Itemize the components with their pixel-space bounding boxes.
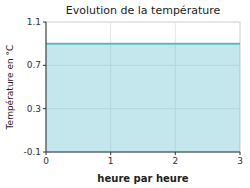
- y-tick: [43, 152, 46, 153]
- x-tick: [175, 152, 176, 155]
- x-tick-label: 1: [108, 156, 114, 166]
- y-tick-label: 1.1: [27, 17, 41, 27]
- y-tick-label: 0.7: [27, 60, 41, 70]
- x-axis: [46, 152, 240, 153]
- x-tick: [240, 152, 241, 155]
- y-tick: [43, 65, 46, 66]
- y-tick: [43, 108, 46, 109]
- x-tick: [110, 152, 111, 155]
- x-tick-label: 0: [43, 156, 49, 166]
- y-axis: [46, 22, 47, 152]
- title: Evolution de la température: [66, 4, 221, 17]
- y-axis-label: Température en °C: [5, 45, 15, 131]
- x-tick-label: 3: [237, 156, 243, 166]
- line: [46, 43, 240, 45]
- y-tick-label: 0.3: [27, 104, 41, 114]
- y-tick-label: -0.1: [23, 147, 41, 157]
- x-tick-label: 2: [172, 156, 178, 166]
- grid-line: [46, 22, 47, 152]
- x-axis-label: heure par heure: [97, 173, 188, 184]
- plot-area: [46, 44, 240, 152]
- chart: 0 1 2 3 -0.1 0.3 0.7 1.1 Evolution de la tempéra…: [0, 0, 250, 188]
- grid-line: [46, 22, 240, 23]
- area: [46, 44, 240, 152]
- y-tick: [43, 22, 46, 23]
- grid-line: [46, 152, 240, 153]
- plot-frame: [46, 22, 240, 152]
